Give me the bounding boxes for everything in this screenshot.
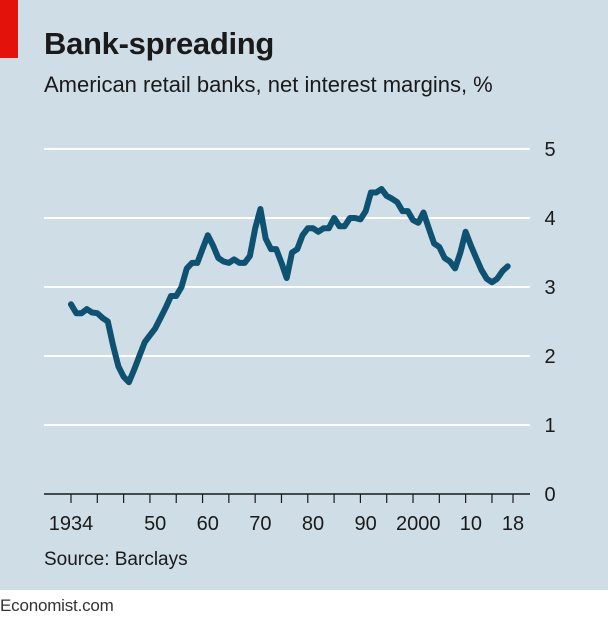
x-tick-label: 90 — [355, 513, 377, 535]
x-tick-label: 2000 — [396, 513, 441, 535]
line-chart: 0 1 2 3 4 5 1934 50 60 70 80 90 2000 10 18 — [44, 139, 556, 535]
x-tick-label: 80 — [302, 513, 324, 535]
x-tick-label: 50 — [144, 513, 166, 535]
footer-brand: Economist.com — [0, 596, 114, 615]
y-tick-label: 4 — [544, 208, 555, 230]
x-axis-labels: 1934 50 60 70 80 90 2000 10 18 — [49, 513, 524, 535]
chart-title: Bank-spreading — [44, 26, 275, 61]
y-tick-label: 1 — [544, 415, 555, 437]
x-tick-label: 18 — [502, 513, 524, 535]
red-accent-tab — [0, 0, 18, 58]
x-tick-label: 10 — [460, 513, 482, 535]
y-axis-labels: 0 1 2 3 4 5 — [544, 139, 555, 506]
series-layer — [68, 186, 511, 386]
x-axis — [44, 493, 530, 503]
x-tick-label: 1934 — [49, 513, 94, 535]
y-tick-label: 2 — [544, 346, 555, 368]
y-tick-label: 0 — [544, 484, 555, 506]
y-tick-label: 3 — [544, 277, 555, 299]
chart-subtitle: American retail banks, net interest marg… — [44, 72, 493, 97]
series-line — [68, 186, 511, 386]
source-note: Source: Barclays — [44, 549, 188, 570]
x-tick-label: 60 — [197, 513, 219, 535]
x-tick-label: 70 — [249, 513, 271, 535]
y-tick-label: 5 — [544, 139, 555, 161]
chart-panel — [0, 0, 608, 590]
gridlines — [44, 148, 530, 426]
